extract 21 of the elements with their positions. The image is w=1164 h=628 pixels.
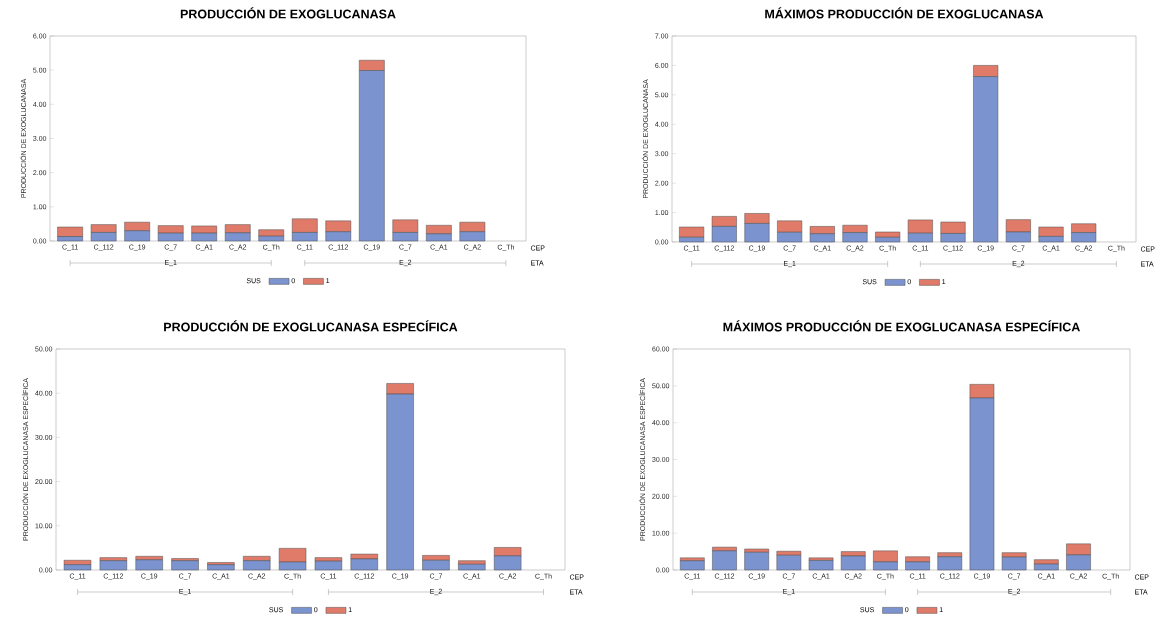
bar <box>808 560 834 571</box>
bar <box>171 560 199 571</box>
bar <box>744 552 769 571</box>
chart-title: MÁXIMOS PRODUCCIÓN DE EXOGLUCANASA <box>765 7 1044 19</box>
bar <box>243 560 271 571</box>
bar <box>99 560 128 571</box>
bar <box>680 560 705 571</box>
bar <box>712 550 737 571</box>
chart-title: PRODUCCIÓN DE EXOGLUCANASA ESPECÍFICA <box>164 320 458 332</box>
bar <box>1034 563 1059 571</box>
bar <box>458 563 486 571</box>
bar <box>314 560 343 571</box>
chart-title: MÁXIMOS PRODUCCIÓN DE EXOGLUCANASA ESPECÍFICA <box>723 320 1080 332</box>
bar <box>207 564 235 571</box>
bar <box>776 555 802 571</box>
bar <box>135 559 163 571</box>
bar <box>840 555 866 571</box>
bar <box>1001 556 1027 571</box>
bar <box>63 564 92 571</box>
chart-title: PRODUCCIÓN DE EXOGLUCANASA <box>180 7 396 19</box>
bar <box>937 556 963 571</box>
